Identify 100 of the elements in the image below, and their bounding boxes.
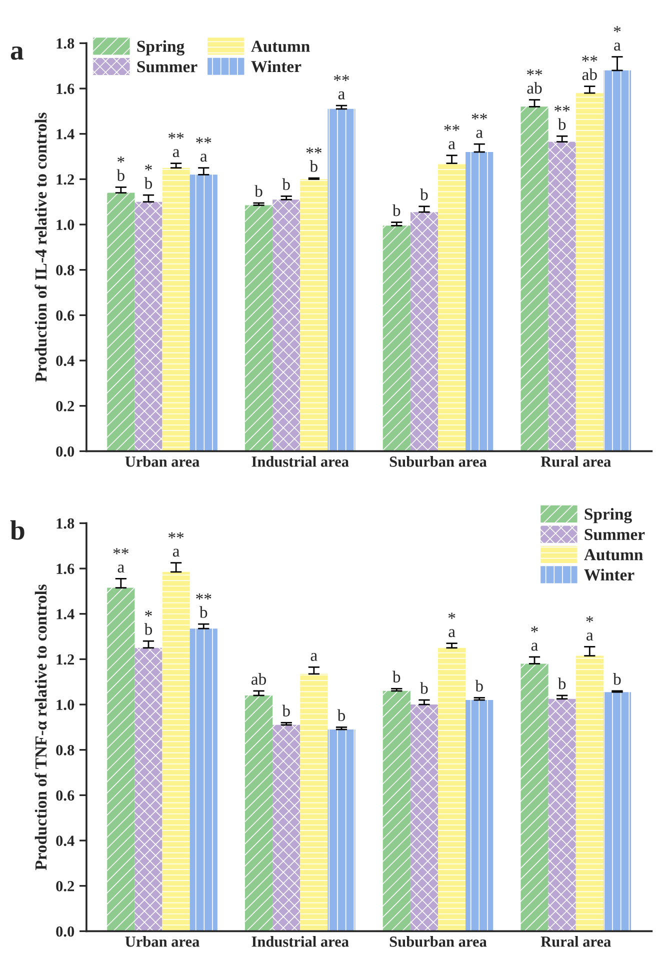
y-tick-label: 0.2 bbox=[56, 881, 74, 892]
data-label: * b bbox=[116, 156, 124, 181]
y-axis-title: Production of IL-4 relative to controls bbox=[34, 112, 47, 382]
x-tick-label: Industrial area bbox=[252, 936, 349, 947]
data-label: b bbox=[282, 178, 290, 190]
bar bbox=[603, 70, 632, 452]
bar bbox=[466, 152, 494, 452]
data-label: * b bbox=[144, 164, 152, 189]
bar bbox=[520, 664, 548, 932]
y-tick-label: 1.2 bbox=[56, 654, 74, 665]
x-tick-label: Suburban area bbox=[390, 936, 487, 947]
data-label: a bbox=[310, 652, 318, 661]
data-label: ** b bbox=[554, 106, 570, 130]
y-tick-label: 1.2 bbox=[56, 174, 74, 185]
data-label: ** a bbox=[168, 132, 184, 158]
data-label: b bbox=[282, 704, 290, 717]
bar bbox=[107, 588, 135, 932]
x-tick-label: Urban area bbox=[125, 936, 200, 947]
text: a bbox=[10, 46, 24, 60]
data-label: ** a bbox=[444, 124, 460, 150]
y-tick-label: 1.4 bbox=[56, 609, 74, 620]
x-tick-label: Urban area bbox=[125, 456, 200, 467]
legend-label: Winter bbox=[584, 568, 634, 581]
y-tick-label: 1.4 bbox=[56, 129, 74, 140]
y-tick-label: 0.8 bbox=[56, 265, 74, 276]
y-tick-label: 1.6 bbox=[56, 84, 74, 94]
data-label: ** a bbox=[196, 137, 212, 162]
data-label: b bbox=[392, 670, 400, 683]
data-label: b bbox=[254, 185, 262, 197]
data-label: b bbox=[613, 673, 621, 685]
x-tick-label: Rural area bbox=[540, 936, 611, 947]
bar bbox=[603, 692, 632, 932]
bar bbox=[244, 695, 273, 932]
bar bbox=[548, 698, 576, 932]
x-tick-label: Rural area bbox=[540, 456, 611, 467]
bar bbox=[300, 179, 328, 452]
y-tick-label: 0.0 bbox=[56, 926, 74, 937]
x-tick-label: Industrial area bbox=[252, 456, 349, 467]
legend-label: Spring bbox=[137, 40, 184, 56]
bar bbox=[272, 724, 300, 932]
y-tick-label: 0.4 bbox=[56, 836, 74, 846]
text: b bbox=[10, 520, 24, 540]
bar bbox=[382, 226, 410, 452]
bar bbox=[576, 656, 604, 932]
y-tick-label: 0.6 bbox=[56, 310, 74, 321]
data-label: ** b bbox=[306, 147, 322, 172]
data-label: ** b bbox=[196, 593, 212, 618]
data-label: ** a bbox=[472, 113, 487, 138]
y-tick-label: 0.0 bbox=[56, 446, 74, 457]
bar bbox=[576, 93, 604, 452]
y-axis-title: Production of TNF-α relative to controls bbox=[34, 584, 47, 870]
data-label: b bbox=[420, 188, 428, 200]
bar bbox=[548, 142, 576, 452]
legend-label: Autumn bbox=[584, 549, 643, 560]
data-label: b bbox=[420, 682, 428, 694]
data-label: ** a bbox=[168, 532, 184, 557]
bar bbox=[244, 205, 273, 452]
bar bbox=[438, 163, 466, 452]
y-tick-label: 1.6 bbox=[56, 564, 74, 574]
data-label: ab bbox=[252, 673, 266, 685]
bar bbox=[134, 202, 162, 452]
legend-label: Autumn bbox=[251, 40, 310, 52]
data-label: ** ab bbox=[526, 69, 542, 94]
bar bbox=[438, 648, 466, 932]
y-tick-label: 0.2 bbox=[56, 401, 74, 412]
bar bbox=[162, 572, 190, 932]
data-label: b bbox=[337, 709, 346, 722]
data-label: b bbox=[392, 204, 400, 216]
data-label: ** ab bbox=[582, 56, 598, 80]
bar bbox=[134, 648, 162, 932]
data-label: * a bbox=[448, 612, 456, 638]
data-label: * a bbox=[531, 626, 538, 651]
bar bbox=[410, 212, 438, 452]
y-tick-label: 0.6 bbox=[56, 790, 74, 801]
data-label: b bbox=[475, 680, 483, 692]
data-label: * a bbox=[586, 616, 594, 641]
y-tick-label: 1.8 bbox=[56, 38, 74, 49]
bar bbox=[300, 674, 328, 932]
data-label: * b bbox=[144, 610, 152, 635]
y-tick-label: 0.8 bbox=[56, 745, 74, 756]
bar bbox=[190, 628, 218, 932]
bar bbox=[328, 108, 356, 452]
data-label: b bbox=[558, 678, 566, 690]
y-tick-label: 1.8 bbox=[56, 518, 74, 529]
data-label: ** a bbox=[113, 548, 128, 573]
bar bbox=[520, 106, 548, 452]
bar bbox=[272, 200, 300, 452]
y-tick-label: 1.0 bbox=[56, 700, 74, 710]
x-tick-label: Suburban area bbox=[390, 456, 487, 467]
bar bbox=[328, 729, 356, 932]
legend-label: Summer bbox=[137, 61, 198, 72]
bar bbox=[382, 690, 410, 932]
y-tick-label: 0.4 bbox=[56, 356, 74, 366]
legend-label: Spring bbox=[584, 508, 632, 524]
data-label: ** a bbox=[334, 74, 350, 100]
legend-label: Summer bbox=[584, 528, 645, 540]
bar bbox=[410, 704, 438, 932]
legend-label: Winter bbox=[251, 60, 302, 72]
bar bbox=[107, 192, 135, 452]
bar bbox=[190, 174, 218, 452]
